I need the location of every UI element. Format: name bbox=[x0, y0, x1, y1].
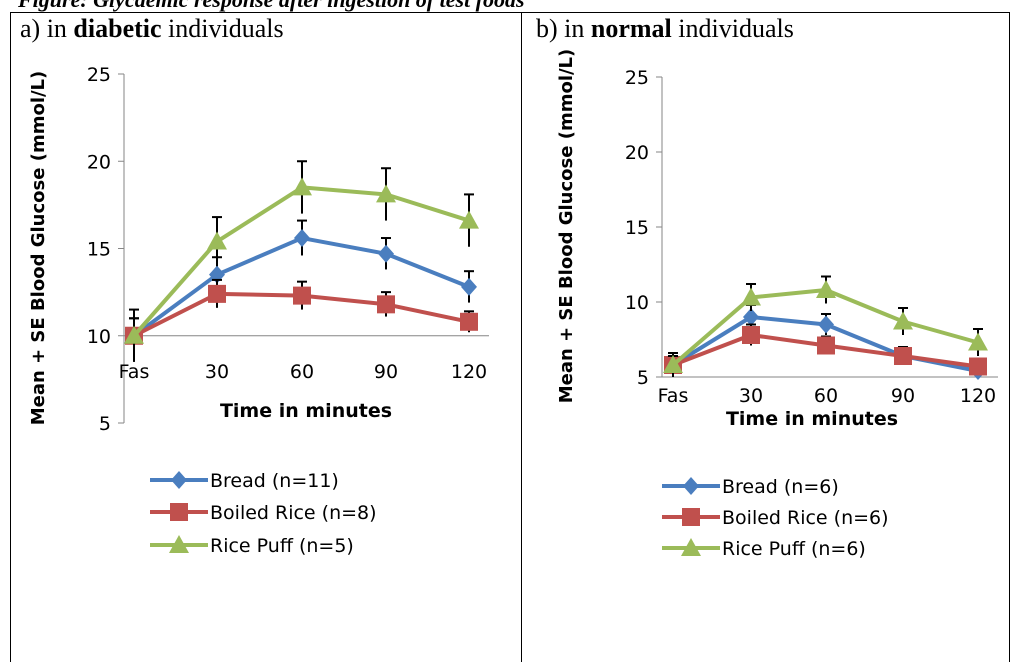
figure-caption: Figure: Glycaemic response after ingesti… bbox=[18, 0, 1008, 12]
y-tick-label: 15 bbox=[625, 217, 649, 239]
legend-triangle-marker bbox=[681, 538, 701, 556]
triangle-marker bbox=[663, 355, 683, 373]
triangle-marker bbox=[207, 231, 227, 250]
x-tick-label: 60 bbox=[290, 361, 314, 383]
legend-item: Bread (n=11) bbox=[150, 470, 339, 492]
triangle-marker bbox=[459, 210, 479, 229]
legend-item: Rice Puff (n=6) bbox=[662, 538, 866, 560]
legend-label: Rice Puff (n=6) bbox=[722, 538, 866, 560]
triangle-marker bbox=[292, 177, 312, 196]
x-tick-label: Fas bbox=[119, 361, 150, 383]
x-axis-title: Time in minutes bbox=[726, 408, 898, 430]
x-axis-title: Time in minutes bbox=[220, 400, 392, 422]
diamond-marker bbox=[818, 315, 834, 334]
diamond-marker bbox=[378, 244, 394, 263]
panel-a-title-prefix: a) in bbox=[20, 14, 74, 43]
legend-triangle-marker bbox=[169, 535, 189, 553]
series-rice-puff bbox=[124, 160, 479, 354]
x-tick-label: 90 bbox=[891, 385, 915, 407]
panel-b-title-suffix: individuals bbox=[671, 14, 794, 43]
series-boiled-rice bbox=[125, 278, 478, 354]
panel-b-title-prefix: b) in bbox=[536, 14, 591, 43]
y-tick-label: 15 bbox=[87, 239, 111, 261]
y-tick-label: 20 bbox=[625, 142, 649, 164]
x-tick-label: 30 bbox=[205, 361, 229, 383]
x-tick-label: 90 bbox=[374, 361, 398, 383]
triangle-marker bbox=[816, 280, 836, 298]
panel-b-title: b) in normal individuals bbox=[536, 14, 794, 44]
legend-item: Boiled Rice (n=8) bbox=[150, 502, 377, 524]
triangle-marker bbox=[741, 287, 761, 306]
y-tick-label: 25 bbox=[625, 67, 649, 89]
legend-label: Rice Puff (n=5) bbox=[210, 535, 354, 557]
diamond-marker bbox=[461, 277, 477, 296]
square-marker bbox=[817, 336, 835, 355]
y-axis-title: Mean + SE Blood Glucose (mmol/L) bbox=[28, 71, 49, 426]
legend-label: Boiled Rice (n=6) bbox=[722, 507, 889, 529]
triangle-marker bbox=[893, 311, 913, 330]
triangle-marker bbox=[124, 325, 144, 344]
x-tick-label: Fas bbox=[658, 385, 689, 407]
square-marker bbox=[460, 312, 478, 331]
x-tick-label: 120 bbox=[451, 361, 487, 383]
diamond-marker bbox=[743, 308, 759, 326]
square-marker bbox=[377, 295, 395, 314]
diamond-marker bbox=[294, 229, 310, 248]
legend-label: Boiled Rice (n=8) bbox=[210, 502, 377, 524]
legend-square-marker bbox=[682, 508, 700, 526]
legend-item: Bread (n=6) bbox=[662, 476, 839, 498]
table-frame bbox=[10, 12, 1010, 662]
triangle-marker bbox=[968, 332, 988, 351]
y-tick-label: 10 bbox=[87, 326, 111, 348]
square-marker bbox=[742, 326, 760, 344]
panel-a-title-bold: diabetic bbox=[73, 14, 162, 43]
series-boiled-rice bbox=[664, 323, 987, 376]
legend-diamond-marker bbox=[683, 477, 699, 495]
y-tick-label: 5 bbox=[99, 413, 111, 435]
legend-diamond-marker bbox=[171, 471, 187, 489]
panel-a-title: a) in diabetic individuals bbox=[20, 14, 284, 44]
y-tick-label: 5 bbox=[637, 367, 649, 389]
cell-divider bbox=[521, 12, 522, 662]
y-tick-label: 10 bbox=[625, 292, 649, 314]
x-tick-label: 30 bbox=[739, 385, 763, 407]
square-marker bbox=[969, 357, 987, 376]
chart-diabetic: 5 10 15 20 25 Fas 30 60 90 120 Time in minutes Mean… bbox=[28, 64, 489, 557]
square-marker bbox=[894, 347, 912, 365]
square-marker bbox=[293, 286, 311, 305]
x-tick-label: 120 bbox=[960, 385, 996, 407]
y-tick-label: 20 bbox=[87, 151, 111, 173]
y-tick-label: 25 bbox=[87, 64, 111, 86]
chart-normal: 5 10 15 20 25 Fas 30 60 90 120 Time in minutes Mean… bbox=[556, 49, 998, 560]
panel-a-title-suffix: individuals bbox=[161, 14, 284, 43]
legend-square-marker bbox=[170, 503, 188, 521]
x-tick-label: 60 bbox=[814, 385, 838, 407]
square-marker bbox=[208, 284, 226, 303]
series-rice-puff bbox=[663, 275, 988, 374]
y-axis-title: Mean + SE Blood Glucose (mmol/L) bbox=[556, 49, 577, 404]
triangle-marker bbox=[376, 184, 396, 203]
legend-item: Boiled Rice (n=6) bbox=[662, 507, 889, 529]
legend-item: Rice Puff (n=5) bbox=[150, 535, 354, 557]
panel-b-title-bold: normal bbox=[590, 14, 672, 43]
legend-label: Bread (n=6) bbox=[722, 476, 839, 498]
legend-label: Bread (n=11) bbox=[210, 470, 339, 492]
